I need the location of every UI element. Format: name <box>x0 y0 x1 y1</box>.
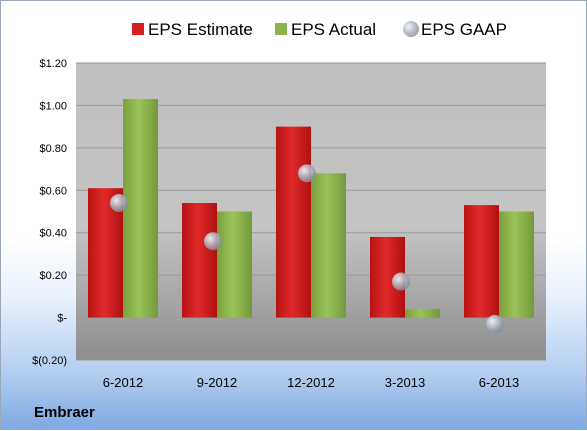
marker-eps-gaap <box>486 314 504 333</box>
bar-eps-estimate <box>276 126 311 318</box>
bar-eps-actual <box>499 211 534 318</box>
legend-eps-actual-swatch <box>275 23 287 35</box>
x-tick-label: 6-2012 <box>103 375 143 390</box>
bar-eps-actual <box>123 99 158 318</box>
y-tick-label: $1.00 <box>39 100 67 112</box>
marker-eps-gaap <box>204 232 222 251</box>
bar-eps-estimate <box>182 203 217 318</box>
bar-eps-actual <box>405 309 440 318</box>
legend-eps-gaap-swatch <box>403 21 419 37</box>
y-tick-label: $0.40 <box>39 228 67 240</box>
legend-eps-actual-label: EPS Actual <box>291 20 376 39</box>
bar-eps-estimate <box>464 205 499 318</box>
y-tick-label: $0.60 <box>39 185 67 197</box>
legend-eps-estimate-swatch <box>132 23 144 35</box>
legend-eps-gaap-label: EPS GAAP <box>421 20 507 39</box>
x-tick-label: 9-2012 <box>197 375 237 390</box>
x-tick-label: 12-2012 <box>287 375 335 390</box>
bar-eps-actual <box>311 173 346 318</box>
y-tick-label: $- <box>57 313 67 325</box>
company-name: Embraer <box>34 404 95 421</box>
y-tick-label: $1.20 <box>39 58 67 70</box>
marker-eps-gaap <box>392 272 410 291</box>
marker-eps-gaap <box>110 194 128 213</box>
x-tick-label: 3-2013 <box>385 375 425 390</box>
marker-eps-gaap <box>298 164 316 183</box>
y-tick-label: $0.80 <box>39 143 67 155</box>
x-tick-label: 6-2013 <box>479 375 519 390</box>
bar-eps-actual <box>217 211 252 318</box>
y-tick-label: $0.20 <box>39 270 67 282</box>
y-tick-label: $(0.20) <box>32 355 67 367</box>
legend-eps-estimate-label: EPS Estimate <box>148 20 253 39</box>
